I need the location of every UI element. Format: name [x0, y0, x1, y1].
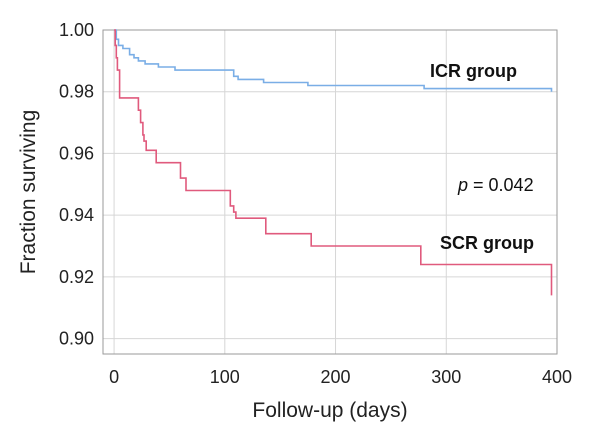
plot-frame	[102, 29, 558, 355]
series-lines	[114, 29, 553, 296]
series-line-icr	[114, 29, 553, 92]
y-tick-label: 0.96	[59, 143, 94, 163]
y-axis-ticks: 0.90 0.92 0.94 0.96 0.98 1.00	[59, 20, 94, 349]
x-axis-ticks: 0 100 200 300 400	[109, 367, 572, 387]
x-tick-label: 400	[542, 367, 572, 387]
x-tick-label: 100	[210, 367, 240, 387]
series-line-scr	[114, 29, 553, 296]
x-tick-label: 300	[431, 367, 461, 387]
y-tick-label: 0.98	[59, 82, 94, 102]
y-tick-label: 0.90	[59, 329, 94, 349]
y-axis-label: Fraction surviving	[17, 110, 40, 275]
series-label-scr: SCR group	[440, 233, 534, 253]
p-value-annotation: p = 0.042	[457, 175, 534, 195]
p-value-text: = 0.042	[468, 175, 534, 195]
p-symbol: p	[457, 175, 468, 195]
y-tick-label: 0.94	[59, 205, 94, 225]
x-axis-label: Follow-up (days)	[252, 399, 407, 422]
y-tick-label: 0.92	[59, 267, 94, 287]
series-label-icr: ICR group	[430, 61, 517, 81]
y-tick-label: 1.00	[59, 20, 94, 40]
x-tick-label: 0	[109, 367, 119, 387]
x-tick-label: 200	[321, 367, 351, 387]
